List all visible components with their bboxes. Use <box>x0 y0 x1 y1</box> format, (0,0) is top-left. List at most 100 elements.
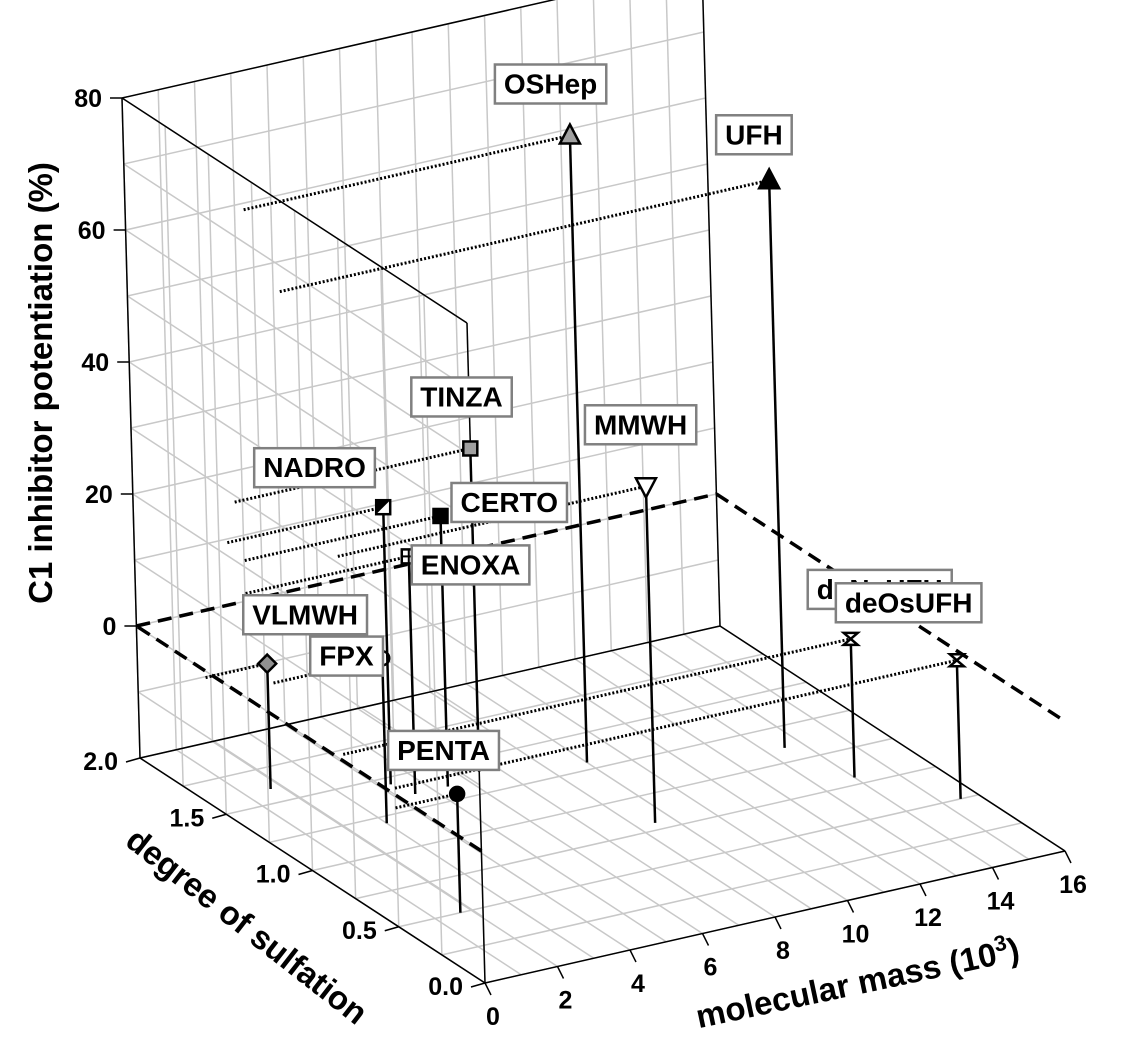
axis-frame-edge <box>121 0 556 99</box>
y-tick-label: 0.5 <box>342 917 377 945</box>
marker-circle <box>448 785 466 803</box>
grid-line-floor-sulfation <box>441 822 1023 956</box>
projection-line <box>337 484 647 558</box>
point-label-text: PENTA <box>397 735 490 766</box>
grid-line-floor-sulfation <box>312 737 893 872</box>
point-labels: FPX PENTA VLMWH NADRO ENOXA CERTO TINZA OSHep MM… <box>242 63 983 772</box>
tick-labels: 0 20 40 60 80 0.0 0.5 1.0 1.5 2.0 0 2 4 6 8 10 12 14 16 <box>74 85 1087 1031</box>
y-tick-mark <box>125 757 141 763</box>
marker-square <box>432 507 449 525</box>
grid-line-back-horizontal <box>123 31 704 165</box>
point-label-box <box>386 729 501 772</box>
point-label: CERTO <box>450 481 569 524</box>
grid-line-back-horizontal <box>132 361 713 495</box>
point-label-text: UFH <box>725 119 783 150</box>
axis-frame-edge <box>121 97 141 759</box>
grid-line-floor-sulfation <box>355 765 936 900</box>
data-point <box>279 166 786 748</box>
projection-line <box>243 134 571 212</box>
projection-line <box>244 514 441 562</box>
x-tick-label: 8 <box>776 937 790 965</box>
marker-triangle-up <box>757 166 782 190</box>
y-tick-mark <box>212 813 227 819</box>
x-tick-mark <box>919 883 927 897</box>
zero-level-plane <box>135 492 1063 853</box>
z-axis-title: C1 inhibitor potentiation (%) <box>22 162 59 604</box>
y-tick-label: 1.0 <box>256 861 291 889</box>
point-label: PENTA <box>386 729 501 772</box>
grid-line-side-horizontal <box>130 427 477 654</box>
x-tick-label: 12 <box>914 904 942 932</box>
point-label-box <box>308 635 385 677</box>
point-label: ENOXA <box>410 544 531 586</box>
point-label-text: deOsUFH <box>845 587 973 618</box>
grid-line-back-horizontal <box>125 97 706 231</box>
grid-line-side-horizontal <box>126 295 473 522</box>
drop-line <box>265 663 272 790</box>
axis-frame <box>121 0 1066 984</box>
x-tick-label: 14 <box>987 888 1015 916</box>
data-point <box>342 631 862 778</box>
x-tick-mark <box>556 966 565 979</box>
data-point <box>205 652 278 790</box>
x-tick-mark <box>629 949 637 963</box>
x-tick-label: 10 <box>842 921 870 949</box>
grid-line-side-horizontal <box>137 691 484 918</box>
x-tick-mark <box>484 982 492 996</box>
marker-triangle-up <box>557 121 582 145</box>
drop-line <box>644 486 657 823</box>
axis-frame-edge <box>702 0 721 627</box>
point-label-text: ENOXA <box>421 549 521 580</box>
marker-hourglass <box>946 653 968 668</box>
point-label-box <box>450 481 569 524</box>
z-tick-label: 0 <box>102 613 116 641</box>
y-axis-title: degree of sulfation <box>119 820 374 1031</box>
projection-line <box>395 792 458 810</box>
x-tick-mark <box>846 900 855 913</box>
point-label: VLMWH <box>242 594 369 636</box>
point-label-box <box>242 594 369 636</box>
marker-diamond <box>256 652 278 675</box>
data-point <box>273 650 391 824</box>
grid-line-floor-sulfation <box>269 709 850 844</box>
projection-line <box>279 178 770 294</box>
marker-square <box>462 440 479 457</box>
grid-line-back-vertical <box>629 0 649 643</box>
point-label: OSHep <box>493 63 608 105</box>
drop-line <box>381 658 388 824</box>
point-label: FPX <box>308 635 385 677</box>
point-label-text: OSHep <box>504 69 597 100</box>
point-label-text: MMWH <box>594 409 687 440</box>
y-tick-mark <box>384 926 399 932</box>
point-label-text: NADRO <box>263 452 366 483</box>
point-label-text: CERTO <box>460 487 558 518</box>
point-label-box <box>410 544 531 586</box>
drop-line <box>955 660 962 799</box>
axis-frame-edge <box>719 625 1066 852</box>
grid-line-back-horizontal <box>134 427 715 561</box>
x-tick-mark <box>774 916 782 930</box>
point-label: MMWH <box>583 404 698 446</box>
y-tick-label: 0.0 <box>428 973 463 1001</box>
point-label-box <box>583 404 698 446</box>
x-axis-title-close: ) <box>1004 930 1022 968</box>
x-tick-mark <box>701 933 710 946</box>
grid-line-back-horizontal <box>127 163 708 297</box>
x-tick-mark <box>991 867 1000 880</box>
point-label-text: FPX <box>319 641 374 672</box>
point-label-box <box>834 582 983 624</box>
y-tick-label: 1.5 <box>169 804 204 832</box>
marker-square-half-fill <box>376 500 391 515</box>
point-label: NADRO <box>252 446 377 489</box>
zero-plane-line-side <box>135 624 483 853</box>
grid <box>121 0 1066 984</box>
data-point <box>337 477 659 823</box>
point-label-text: TINZA <box>420 381 502 412</box>
z-tick-label: 40 <box>81 349 109 377</box>
y-tick-label: 2.0 <box>83 748 118 776</box>
z-tick-label: 80 <box>74 85 102 113</box>
point-label-box <box>493 63 608 105</box>
grid-line-side-horizontal <box>123 163 470 390</box>
